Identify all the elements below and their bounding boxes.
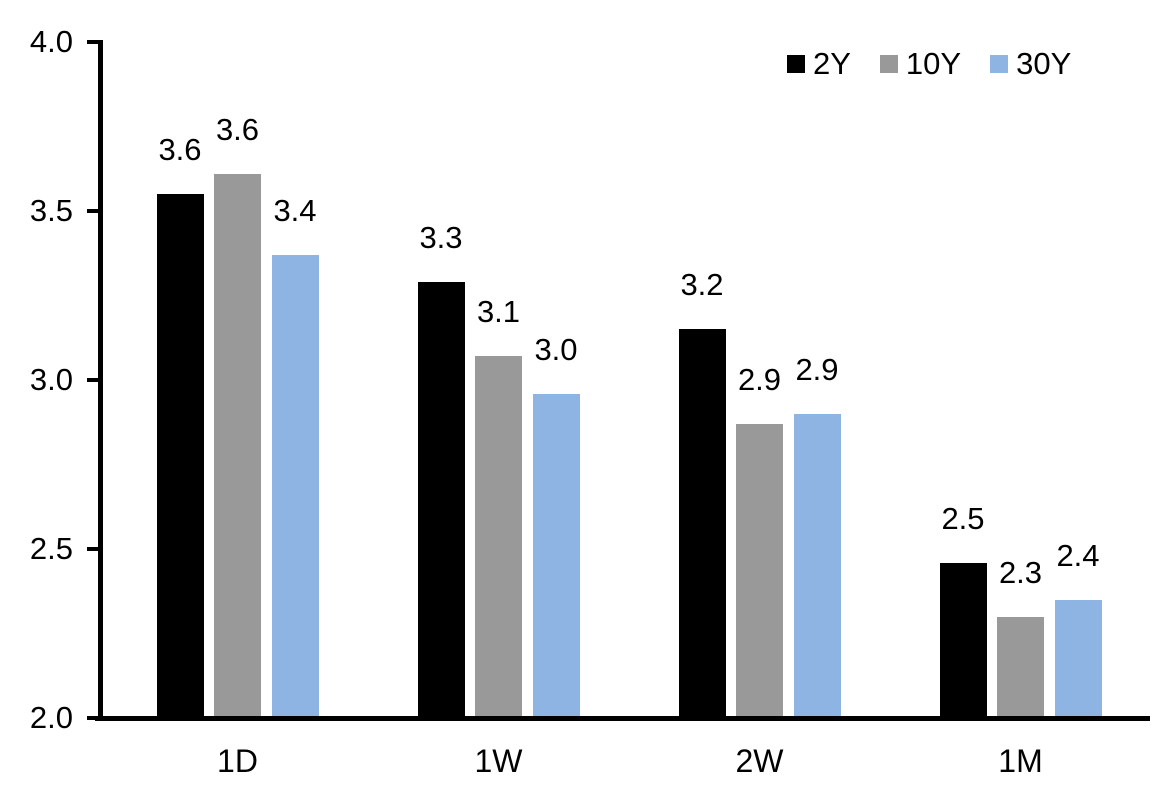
legend-label-30y: 30Y: [1016, 46, 1072, 81]
bar-data-label: 2.3: [998, 554, 1043, 590]
y-axis-tick-label: 3.5: [29, 193, 73, 228]
x-axis-line: [95, 716, 1150, 721]
bar-data-label: 2.4: [1056, 537, 1100, 573]
bar-2y-2w: [678, 329, 726, 718]
legend-item-2y: 2Y: [787, 46, 851, 82]
bar-10y-1m: [997, 616, 1044, 718]
bar-30y-1d: [271, 254, 319, 718]
bar-10y-2w: [736, 423, 783, 718]
y-axis-tick-mark: [87, 40, 102, 44]
bar-10y-1d: [214, 173, 261, 718]
y-axis-tick-mark: [87, 547, 102, 551]
bar-data-label: 2.9: [737, 361, 782, 397]
y-axis-tick-mark: [87, 209, 102, 213]
legend-item-10y: 10Y: [879, 46, 962, 82]
bar-data-label: 3.3: [419, 219, 463, 255]
bar-data-label: 3.1: [476, 294, 521, 330]
bar-30y-1w: [532, 393, 580, 718]
x-axis-category-label: 2W: [735, 743, 784, 779]
y-axis-tick-mark: [87, 716, 102, 720]
x-axis-category-label: 1W: [474, 743, 523, 779]
y-axis-tick-label: 2.0: [29, 700, 73, 735]
bar-data-label: 3.2: [680, 267, 724, 303]
legend-swatch-30y: [990, 55, 1009, 73]
bar-data-label: 3.6: [215, 111, 260, 147]
legend: 2Y 10Y 30Y: [787, 46, 1071, 82]
x-axis-category-label: 1M: [998, 743, 1043, 779]
legend-label-2y: 2Y: [813, 46, 851, 81]
y-axis-tick-label: 2.5: [29, 531, 73, 566]
legend-item-30y: 30Y: [990, 46, 1071, 82]
bar-30y-2w: [793, 413, 841, 718]
bar-data-label: 2.5: [941, 500, 985, 536]
bar-data-label: 3.0: [534, 331, 578, 367]
legend-swatch-10y: [879, 55, 898, 73]
x-axis-category-label: 1D: [217, 743, 258, 779]
legend-label-10y: 10Y: [905, 46, 962, 81]
bar-data-label: 3.6: [158, 132, 202, 168]
legend-swatch-2y: [787, 55, 805, 73]
bar-30y-1m: [1054, 599, 1102, 718]
y-axis-tick-mark: [87, 378, 102, 382]
y-axis-tick-label: 4.0: [29, 24, 73, 59]
bar-2y-1m: [939, 562, 987, 718]
bar-data-label: 3.4: [273, 192, 317, 228]
y-axis-tick-label: 3.0: [29, 362, 73, 397]
bar-2y-1d: [156, 194, 204, 718]
bar-2y-1w: [417, 281, 465, 718]
bar-data-label: 2.9: [795, 351, 839, 387]
bar-10y-1w: [475, 356, 522, 718]
